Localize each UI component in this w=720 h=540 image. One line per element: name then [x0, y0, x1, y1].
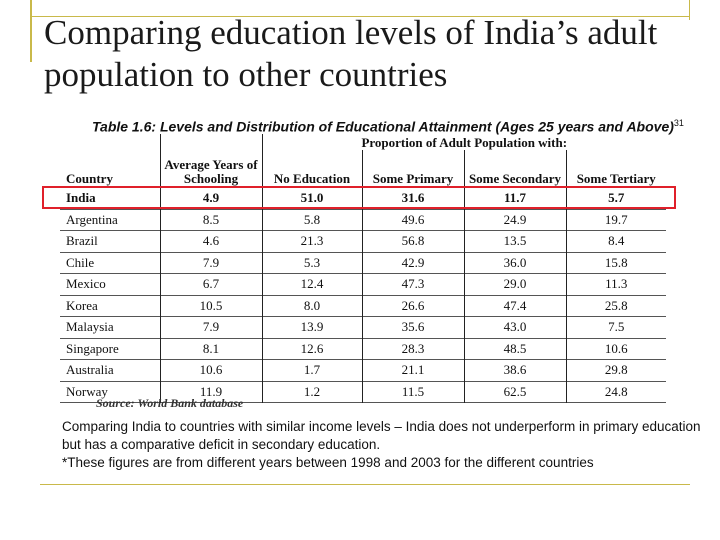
table-cell-secondary: 29.0	[463, 273, 566, 295]
table-row: Chile 7.9 5.3 42.9 36.0 15.8	[60, 252, 666, 274]
frame-line-top	[30, 16, 690, 17]
table-cell-secondary: 48.5	[463, 338, 566, 360]
table-body: India 4.9 51.0 31.6 11.7 5.7 Argentina 8.5 5.8 49…	[60, 187, 666, 403]
table-cell-avg: 4.9	[159, 187, 262, 209]
table-row: Argentina 8.5 5.8 49.6 24.9 19.7	[60, 209, 666, 231]
table-cell-secondary: 13.5	[463, 230, 566, 252]
table-cell-tertiary: 7.5	[565, 316, 666, 338]
table-cell-tertiary: 25.8	[565, 295, 666, 317]
table-cell-tertiary: 11.3	[565, 273, 666, 295]
table-cell-avg: 8.1	[159, 338, 262, 360]
table-cell-avg: 11.9	[159, 381, 262, 403]
header-avg-spacer	[159, 134, 262, 150]
table-cell-secondary: 11.7	[463, 187, 566, 209]
header-country: Country	[60, 150, 160, 188]
table-row: India 4.9 51.0 31.6 11.7 5.7	[60, 187, 666, 209]
india-row-highlight	[42, 186, 676, 209]
table-row: Korea 10.5 8.0 26.6 47.4 25.8	[60, 295, 666, 317]
table-row: Norway 11.9 1.2 11.5 62.5 24.8	[60, 381, 666, 403]
table-cell-tertiary: 5.7	[565, 187, 666, 209]
table-row: Australia 10.6 1.7 21.1 38.6 29.8	[60, 359, 666, 381]
table-cell-none: 21.3	[261, 230, 362, 252]
table-cell-secondary: 62.5	[463, 381, 566, 403]
table-caption-ref: 31	[673, 118, 684, 128]
table-caption-text: Table 1.6: Levels and Distribution of Ed…	[92, 118, 674, 135]
table-cell-primary: 47.3	[361, 273, 464, 295]
table-cell-country: India	[66, 190, 96, 206]
table-cell-tertiary: 29.8	[565, 359, 666, 381]
table-cell-country: Mexico	[66, 276, 106, 292]
table-cell-none: 51.0	[261, 187, 362, 209]
table-cell-avg: 7.9	[159, 252, 262, 274]
note-line-2: *These figures are from different years …	[62, 455, 594, 470]
table-cell-tertiary: 8.4	[565, 230, 666, 252]
header-group: Proportion of Adult Population with:	[261, 134, 666, 150]
table-cell-country: Korea	[66, 297, 98, 313]
frame-line-bottom	[40, 484, 690, 485]
table-row: Mexico 6.7 12.4 47.3 29.0 11.3	[60, 273, 666, 295]
table-cell-avg: 10.6	[159, 359, 262, 381]
table-row: Brazil 4.6 21.3 56.8 13.5 8.4	[60, 230, 666, 252]
table-cell-none: 8.0	[261, 295, 362, 317]
table-cell-primary: 21.1	[361, 359, 464, 381]
table-cell-avg: 6.7	[159, 273, 262, 295]
table-cell-none: 12.6	[261, 338, 362, 360]
table-cell-country: Singapore	[66, 340, 119, 356]
table-cell-none: 5.8	[261, 209, 362, 231]
table-cell-tertiary: 10.6	[565, 338, 666, 360]
slide-title: Comparing education levels of India’s ad…	[44, 13, 658, 94]
table-cell-country: Norway	[66, 383, 108, 399]
table-cell-primary: 28.3	[361, 338, 464, 360]
table-cell-none: 12.4	[261, 273, 362, 295]
table-caption: Table 1.6: Levels and Distribution of Ed…	[92, 118, 684, 135]
note-line-1: Comparing India to countries with simila…	[62, 419, 701, 452]
table-cell-country: Argentina	[66, 211, 118, 227]
table-cell-country: Brazil	[66, 233, 98, 249]
table-cell-secondary: 38.6	[463, 359, 566, 381]
header-country-spacer	[60, 134, 160, 150]
table-cell-country: Australia	[66, 362, 114, 378]
header-no-education: No Education	[261, 150, 362, 188]
table-cell-none: 13.9	[261, 316, 362, 338]
table-cell-avg: 4.6	[159, 230, 262, 252]
table-cell-avg: 7.9	[159, 316, 262, 338]
education-table: Proportion of Adult Population with: Cou…	[60, 134, 666, 403]
table-cell-tertiary: 24.8	[565, 381, 666, 403]
table-cell-none: 1.2	[261, 381, 362, 403]
table-cell-secondary: 36.0	[463, 252, 566, 274]
table-cell-primary: 49.6	[361, 209, 464, 231]
table-cell-none: 5.3	[261, 252, 362, 274]
table-row: Singapore 8.1 12.6 28.3 48.5 10.6	[60, 338, 666, 360]
table-cell-primary: 26.6	[361, 295, 464, 317]
header-avg: Average Years of Schooling	[159, 150, 262, 188]
table-cell-none: 1.7	[261, 359, 362, 381]
frame-line-right	[689, 0, 690, 20]
table-cell-primary: 56.8	[361, 230, 464, 252]
table-cell-primary: 31.6	[361, 187, 464, 209]
table-cell-country: Chile	[66, 254, 95, 270]
table-cell-primary: 11.5	[361, 381, 464, 403]
table-cell-secondary: 47.4	[463, 295, 566, 317]
table-cell-secondary: 43.0	[463, 316, 566, 338]
education-table-container: Proportion of Adult Population with: Cou…	[60, 134, 666, 403]
table-cell-primary: 35.6	[361, 316, 464, 338]
table-row: Malaysia 7.9 13.9 35.6 43.0 7.5	[60, 316, 666, 338]
table-cell-primary: 42.9	[361, 252, 464, 274]
table-source: Source: World Bank database	[96, 396, 244, 410]
frame-line-vertical	[30, 0, 32, 62]
slide-note: Comparing India to countries with simila…	[62, 418, 702, 472]
header-some-primary: Some Primary	[361, 150, 464, 188]
header-some-secondary: Some Secondary	[463, 150, 566, 188]
table-cell-secondary: 24.9	[463, 209, 566, 231]
table-cell-tertiary: 19.7	[565, 209, 666, 231]
header-some-tertiary: Some Tertiary	[565, 150, 666, 188]
table-cell-country: Malaysia	[66, 319, 114, 335]
table-cell-tertiary: 15.8	[565, 252, 666, 274]
table-cell-avg: 8.5	[159, 209, 262, 231]
table-cell-avg: 10.5	[159, 295, 262, 317]
